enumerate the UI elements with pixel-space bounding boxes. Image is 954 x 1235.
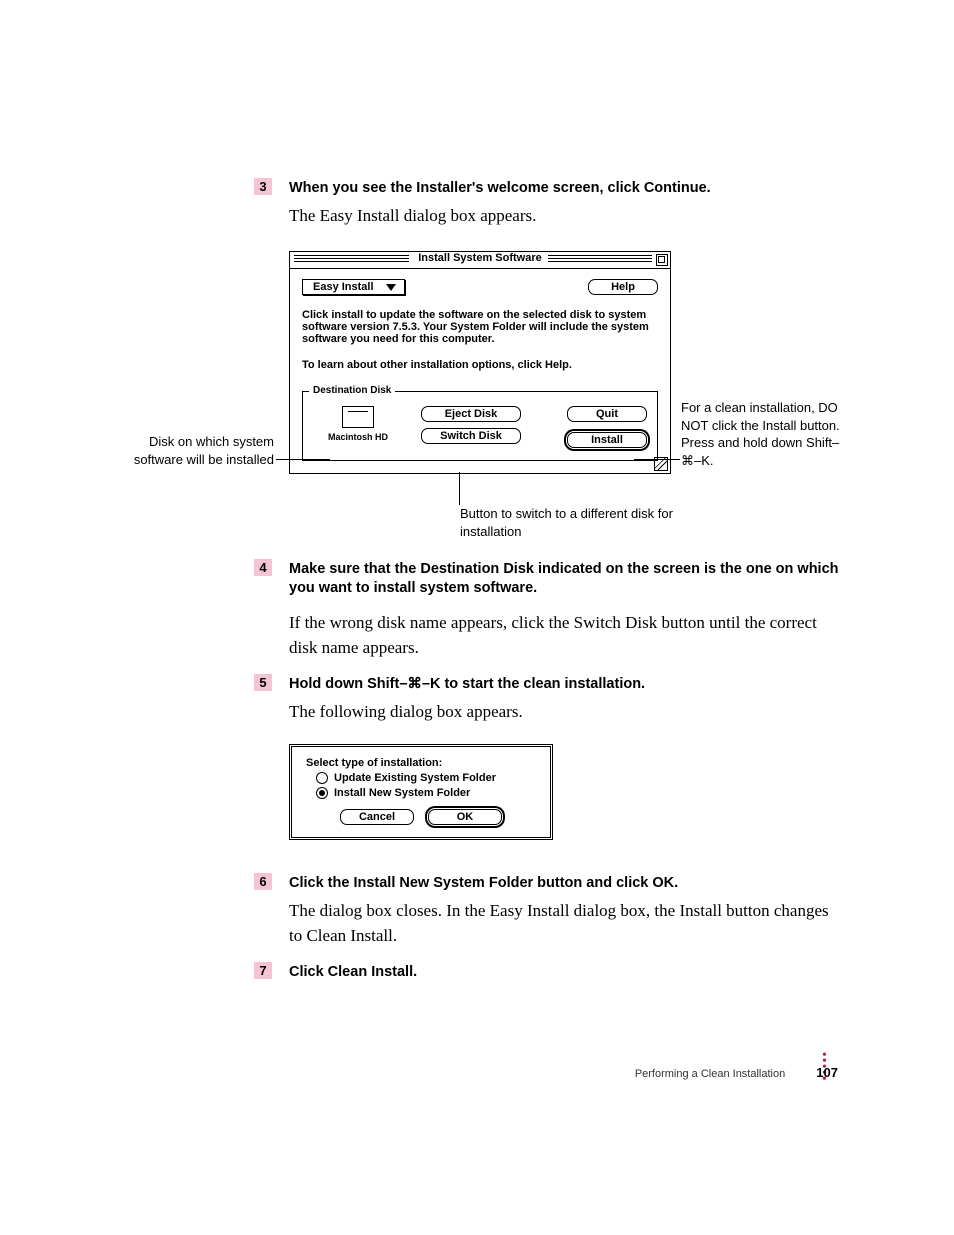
- step-body-5: The following dialog box appears.: [289, 700, 829, 725]
- callout-bottom: Button to switch to a different disk for…: [460, 505, 690, 540]
- cancel-button[interactable]: Cancel: [340, 809, 414, 825]
- install-dialog: Install System Software Easy Install Hel…: [289, 251, 671, 474]
- radio-update-existing[interactable]: Update Existing System Folder: [316, 772, 536, 784]
- help-button[interactable]: Help: [588, 279, 658, 295]
- callout-left: Disk on which system software will be in…: [124, 433, 274, 468]
- disk-name: Macintosh HD: [313, 432, 403, 442]
- dialog-body: Easy Install Help Click install to updat…: [290, 269, 670, 473]
- chevron-down-icon: [386, 284, 396, 291]
- step-number-7: 7: [254, 962, 272, 979]
- step-head-4: Make sure that the Destination Disk indi…: [289, 560, 839, 598]
- callout-line: [459, 472, 460, 505]
- step-body-6: The dialog box closes. In the Easy Insta…: [289, 899, 829, 948]
- switch-disk-button[interactable]: Switch Disk: [421, 428, 521, 444]
- radio-label: Install New System Folder: [334, 787, 470, 799]
- dialog-titlebar: Install System Software: [290, 252, 670, 269]
- step-number-3: 3: [254, 178, 272, 195]
- radio-label: Update Existing System Folder: [334, 772, 496, 784]
- callout-right: For a clean installation, DO NOT click t…: [681, 399, 851, 469]
- footer-title: Performing a Clean Installation: [635, 1068, 785, 1080]
- popup-label: Easy Install: [313, 281, 374, 293]
- radio-icon: [316, 772, 328, 784]
- step-head-7: Click Clean Install.: [289, 963, 829, 982]
- dialog-learn-more: To learn about other installation option…: [302, 359, 658, 371]
- ok-button[interactable]: OK: [428, 809, 502, 825]
- page-footer: Performing a Clean Installation 107: [0, 1065, 838, 1080]
- install-button[interactable]: Install: [567, 432, 647, 448]
- dialog-title: Install System Software: [290, 252, 670, 264]
- page: 3 When you see the Installer's welcome s…: [0, 0, 954, 1235]
- disk-display: Macintosh HD: [313, 406, 403, 442]
- dialog-description: Click install to update the software on …: [302, 309, 658, 345]
- step-number-5: 5: [254, 674, 272, 691]
- step-body-3: The Easy Install dialog box appears.: [289, 204, 829, 229]
- destination-disk-box: Destination Disk Macintosh HD Eject Disk…: [302, 391, 658, 461]
- step-head-3: When you see the Installer's welcome scr…: [289, 179, 829, 198]
- install-type-popup[interactable]: Easy Install: [302, 279, 405, 295]
- disk-icon: [342, 406, 374, 428]
- step-number-6: 6: [254, 873, 272, 890]
- quit-button[interactable]: Quit: [567, 406, 647, 422]
- radio-install-new[interactable]: Install New System Folder: [316, 787, 536, 799]
- step-head-5: Hold down Shift–⌘–K to start the clean i…: [289, 675, 829, 694]
- step-head-6: Click the Install New System Folder butt…: [289, 874, 829, 893]
- zoom-box-icon[interactable]: [656, 254, 668, 266]
- step-number-4: 4: [254, 559, 272, 576]
- destination-disk-label: Destination Disk: [309, 385, 395, 396]
- callout-line: [276, 459, 330, 460]
- step-body-4: If the wrong disk name appears, click th…: [289, 611, 839, 660]
- install-type-dialog: Select type of installation: Update Exis…: [289, 744, 553, 840]
- radio-icon: [316, 787, 328, 799]
- eject-disk-button[interactable]: Eject Disk: [421, 406, 521, 422]
- dialog2-title: Select type of installation:: [306, 757, 536, 769]
- callout-line: [634, 459, 680, 460]
- page-number: 107: [816, 1065, 838, 1080]
